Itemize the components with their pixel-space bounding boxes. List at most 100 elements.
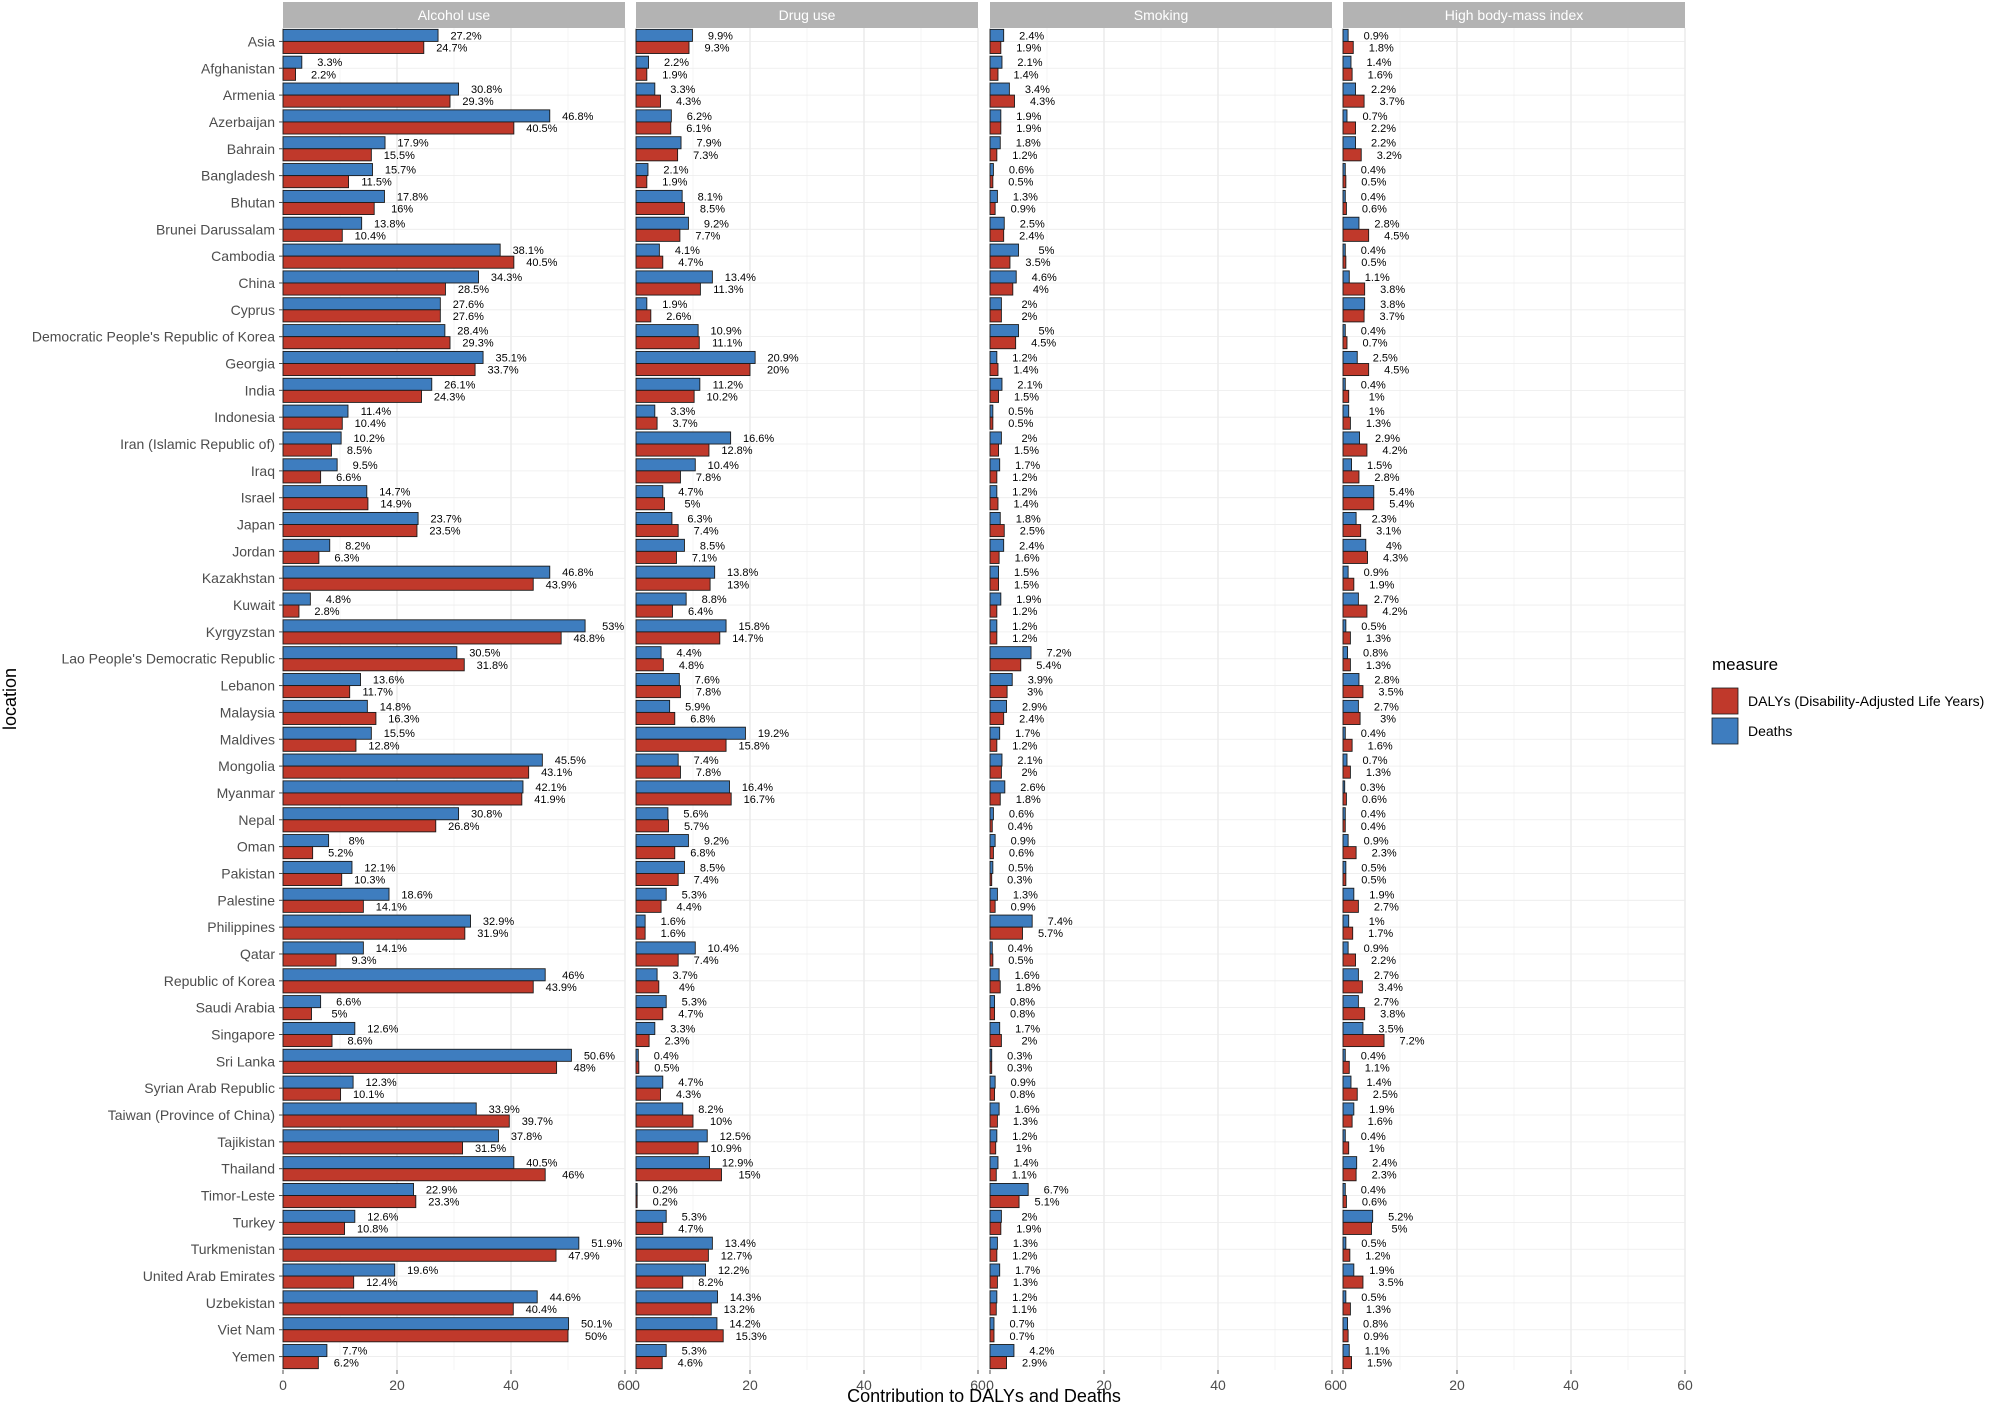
bar-dalys	[282, 577, 534, 591]
bar-deaths	[282, 350, 484, 364]
bar-dalys	[989, 148, 998, 162]
data-label-dalys: 12.4%	[366, 1277, 397, 1289]
y-tick-label: Maldives	[220, 731, 275, 747]
data-label-dalys: 3.1%	[1376, 526, 1401, 538]
data-label-deaths: 5.3%	[682, 1346, 707, 1358]
data-label-dalys: 40.5%	[526, 257, 557, 269]
data-label-deaths: 2.4%	[1019, 540, 1044, 552]
bar-dalys	[282, 40, 425, 54]
bar-deaths	[989, 28, 1005, 42]
data-label-dalys: 1.6%	[1368, 69, 1393, 81]
bar-dalys	[1342, 980, 1363, 994]
bar-deaths	[989, 995, 996, 1009]
data-label-deaths: 0.5%	[1008, 862, 1033, 874]
bar-deaths	[989, 1263, 1001, 1277]
bar-dalys	[1342, 604, 1368, 618]
data-label-dalys: 1.3%	[1366, 767, 1391, 779]
data-label-deaths: 0.4%	[654, 1050, 679, 1062]
bar-dalys	[635, 416, 658, 430]
bar-deaths	[635, 136, 682, 150]
data-label-deaths: 1%	[1369, 406, 1385, 418]
bar-deaths	[282, 1263, 396, 1277]
bar-dalys	[282, 389, 422, 403]
data-label-deaths: 8.5%	[700, 862, 725, 874]
bar-dalys	[989, 1356, 1007, 1370]
bar-dalys	[635, 1087, 661, 1101]
bar-dalys	[1342, 309, 1365, 323]
data-label-dalys: 1.5%	[1014, 391, 1039, 403]
y-tick-label: Bahrain	[227, 141, 275, 157]
bar-dalys	[282, 1329, 569, 1343]
bar-deaths	[282, 1344, 328, 1358]
x-tick-label: 0	[279, 1377, 287, 1393]
y-axis-title: location	[0, 668, 20, 730]
bar-deaths	[989, 807, 994, 821]
y-tick-label: Taiwan (Province of China)	[108, 1107, 275, 1123]
bar-deaths	[635, 1209, 667, 1223]
bar-deaths	[282, 1102, 477, 1116]
data-label-deaths: 7.9%	[696, 138, 721, 150]
legend-swatch	[1711, 687, 1739, 715]
bar-deaths	[989, 538, 1005, 552]
y-tick-label: Timor-Leste	[201, 1188, 275, 1204]
bar-deaths	[282, 431, 342, 445]
bar-dalys	[635, 1060, 640, 1074]
data-label-deaths: 0.4%	[1361, 326, 1386, 338]
bar-deaths	[635, 619, 727, 633]
data-label-deaths: 0.9%	[1364, 836, 1389, 848]
bar-dalys	[1342, 658, 1351, 672]
data-label-deaths: 0.2%	[653, 1185, 678, 1197]
bar-deaths	[989, 324, 1019, 338]
bar-dalys	[282, 255, 515, 269]
data-label-deaths: 16.4%	[742, 782, 773, 794]
x-tick-label: 20	[742, 1377, 758, 1393]
bar-dalys	[635, 765, 681, 779]
data-label-deaths: 4.2%	[1029, 1346, 1054, 1358]
bar-deaths	[635, 1183, 638, 1196]
data-label-deaths: 1.4%	[1366, 57, 1391, 69]
bar-dalys	[1342, 282, 1366, 296]
y-tick-label: Pakistan	[221, 865, 275, 881]
data-label-dalys: 24.7%	[436, 42, 467, 54]
data-label-dalys: 48.8%	[574, 633, 605, 645]
data-label-dalys: 39.7%	[522, 1116, 553, 1128]
bar-dalys	[989, 497, 999, 511]
data-label-deaths: 12.9%	[722, 1158, 753, 1170]
bar-dalys	[1342, 765, 1351, 779]
x-tick-label: 0	[1339, 1377, 1347, 1393]
bar-dalys	[1342, 1275, 1364, 1289]
bar-deaths	[989, 377, 1003, 391]
bar-deaths	[1342, 28, 1349, 42]
data-label-dalys: 1.3%	[1366, 1304, 1391, 1316]
bar-dalys	[282, 765, 530, 779]
bar-deaths	[635, 458, 696, 472]
data-label-dalys: 7.8%	[696, 472, 721, 484]
y-tick-label: Lebanon	[220, 678, 275, 694]
data-label-dalys: 1.2%	[1012, 150, 1037, 162]
data-label-dalys: 2.4%	[1019, 230, 1044, 242]
data-label-deaths: 26.1%	[444, 379, 475, 391]
data-label-deaths: 5.4%	[1389, 487, 1414, 499]
bar-dalys	[635, 389, 695, 403]
bar-dalys	[989, 792, 1001, 806]
x-tick-label: 40	[1210, 1377, 1226, 1393]
data-label-dalys: 6.1%	[686, 123, 711, 135]
data-label-dalys: 1.3%	[1366, 660, 1391, 672]
bar-dalys	[1342, 524, 1362, 538]
data-label-deaths: 2.7%	[1374, 970, 1399, 982]
x-tick-label: 40	[1563, 1377, 1579, 1393]
bar-deaths	[635, 1263, 706, 1277]
data-label-dalys: 4.5%	[1031, 338, 1056, 350]
data-label-deaths: 3.7%	[673, 970, 698, 982]
data-label-deaths: 1%	[1369, 916, 1385, 928]
data-label-dalys: 1.6%	[661, 928, 686, 940]
data-label-deaths: 28.4%	[457, 326, 488, 338]
bar-deaths	[635, 1156, 710, 1170]
data-label-dalys: 5.1%	[1035, 1197, 1060, 1209]
data-label-dalys: 11.3%	[713, 284, 744, 296]
bar-dalys	[635, 121, 672, 135]
bar-deaths	[635, 1236, 713, 1250]
y-tick-label: Viet Nam	[218, 1322, 275, 1338]
data-label-deaths: 2.4%	[1019, 30, 1044, 42]
bar-deaths	[635, 1129, 708, 1143]
